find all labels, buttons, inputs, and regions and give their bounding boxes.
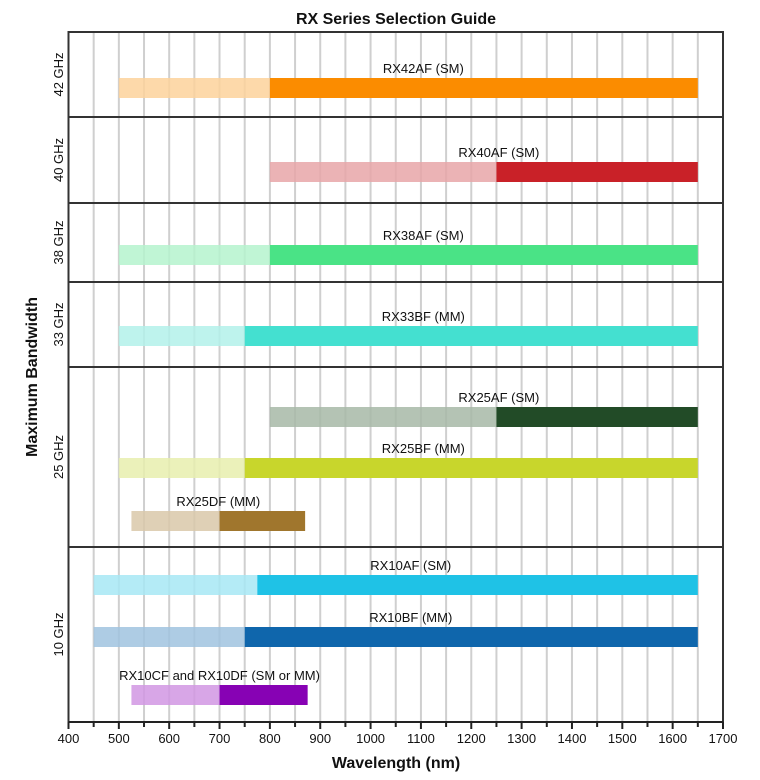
- bar-label: RX10BF (MM): [369, 610, 452, 625]
- bars: RX42AF (SM) RX40AF (SM) RX38AF (SM) RX33BF …: [93, 61, 698, 705]
- bar-label: RX10CF and RX10DF (SM or MM): [119, 668, 320, 683]
- panel-label: 25 GHz: [51, 435, 66, 479]
- x-tick-label: 600: [158, 731, 180, 746]
- x-tick-label: 1500: [608, 731, 637, 746]
- x-tick-label: 1700: [709, 731, 738, 746]
- bar-label: RX33BF (MM): [382, 309, 465, 324]
- bar-label: RX42AF (SM): [383, 61, 464, 76]
- bar-extended-range: [93, 575, 258, 595]
- bar-label: RX25BF (MM): [382, 441, 465, 456]
- panel-label: 42 GHz: [51, 52, 66, 96]
- bar-group: RX10AF (SM): [93, 558, 698, 595]
- bar-optimal-range: [496, 407, 698, 427]
- bar-label: RX10AF (SM): [370, 558, 451, 573]
- bar-group: RX25DF (MM): [131, 494, 306, 531]
- bar-extended-range: [118, 326, 245, 346]
- x-tick-label: 1600: [658, 731, 687, 746]
- x-tick-label: 1000: [356, 731, 385, 746]
- panel-label: 38 GHz: [51, 220, 66, 264]
- x-tick-label: 1100: [407, 731, 435, 746]
- bar-group: RX10CF and RX10DF (SM or MM): [119, 668, 320, 705]
- bar-group: RX42AF (SM): [118, 61, 698, 98]
- bar-extended-range: [269, 162, 497, 182]
- bar-extended-range: [131, 685, 220, 705]
- x-tick-label: 800: [259, 731, 281, 746]
- panels: 42 GHz 40 GHz 38 GHz 33 GHz 25 GHz 10 GHz: [51, 31, 724, 723]
- bar-group: RX38AF (SM): [118, 228, 698, 265]
- x-tick-label: 1400: [558, 731, 587, 746]
- bar-extended-range: [118, 245, 270, 265]
- grid-lines: [92, 32, 699, 722]
- x-axis-label: Wavelength (nm): [332, 755, 460, 772]
- bar-optimal-range: [269, 78, 698, 98]
- bar-optimal-range: [219, 511, 306, 531]
- bar-group: RX25BF (MM): [118, 441, 698, 478]
- bar-optimal-range: [244, 458, 698, 478]
- x-tick-label: 500: [108, 731, 130, 746]
- bar-group: RX10BF (MM): [93, 610, 698, 647]
- bar-optimal-range: [219, 685, 308, 705]
- bar-group: RX40AF (SM): [269, 145, 698, 182]
- panel-label: 10 GHz: [51, 612, 66, 656]
- bar-label: RX40AF (SM): [458, 145, 539, 160]
- x-tick-label: 700: [209, 731, 231, 746]
- bar-optimal-range: [244, 627, 698, 647]
- panel-label: 33 GHz: [51, 302, 66, 346]
- x-tick-label: 1300: [507, 731, 536, 746]
- bar-extended-range: [93, 627, 245, 647]
- x-tick-label: 900: [309, 731, 331, 746]
- bar-extended-range: [118, 458, 245, 478]
- x-tick-label: 400: [58, 731, 80, 746]
- chart-title: RX Series Selection Guide: [296, 11, 496, 28]
- bar-extended-range: [118, 78, 270, 98]
- bar-group: RX25AF (SM): [269, 390, 698, 427]
- bar-extended-range: [269, 407, 497, 427]
- y-axis-label: Maximum Bandwidth: [24, 297, 41, 457]
- bar-optimal-range: [496, 162, 698, 182]
- bar-group: RX33BF (MM): [118, 309, 698, 346]
- bar-extended-range: [131, 511, 220, 531]
- bar-optimal-range: [244, 326, 698, 346]
- x-tick-label: 1200: [457, 731, 486, 746]
- panel-label: 40 GHz: [51, 138, 66, 182]
- bar-label: RX25DF (MM): [176, 494, 260, 509]
- bar-label: RX25AF (SM): [458, 390, 539, 405]
- bar-optimal-range: [257, 575, 698, 595]
- bar-optimal-range: [269, 245, 698, 265]
- x-axis: 400 500 600 700 800 900 1000 1100 1200 1300 1400 15…: [58, 721, 738, 746]
- bar-label: RX38AF (SM): [383, 228, 464, 243]
